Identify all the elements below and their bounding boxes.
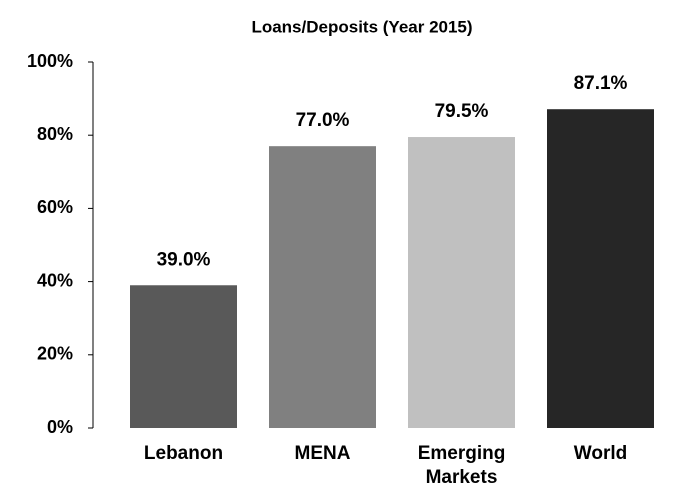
- value-label: 39.0%: [157, 249, 211, 270]
- bar: [408, 137, 515, 428]
- value-label: 87.1%: [574, 73, 628, 94]
- y-tick-label: 40%: [37, 270, 73, 290]
- value-label: 77.0%: [296, 110, 350, 131]
- y-tick-label: 100%: [27, 51, 73, 71]
- x-tick-label: Emerging Markets: [417, 443, 506, 488]
- x-tick-label: Lebanon: [143, 443, 224, 464]
- x-tick-label: World: [573, 443, 628, 464]
- y-tick-label: 60%: [37, 197, 73, 217]
- x-tick-label: MENA: [294, 443, 351, 464]
- bar: [269, 146, 376, 428]
- y-tick-label: 20%: [37, 344, 73, 364]
- bar: [130, 285, 237, 428]
- value-label: 79.5%: [435, 101, 489, 122]
- y-tick-label: 0%: [47, 417, 73, 437]
- bar: [547, 109, 654, 429]
- y-tick-label: 80%: [37, 124, 73, 144]
- chart-title: Loans/Deposits (Year 2015): [251, 17, 472, 36]
